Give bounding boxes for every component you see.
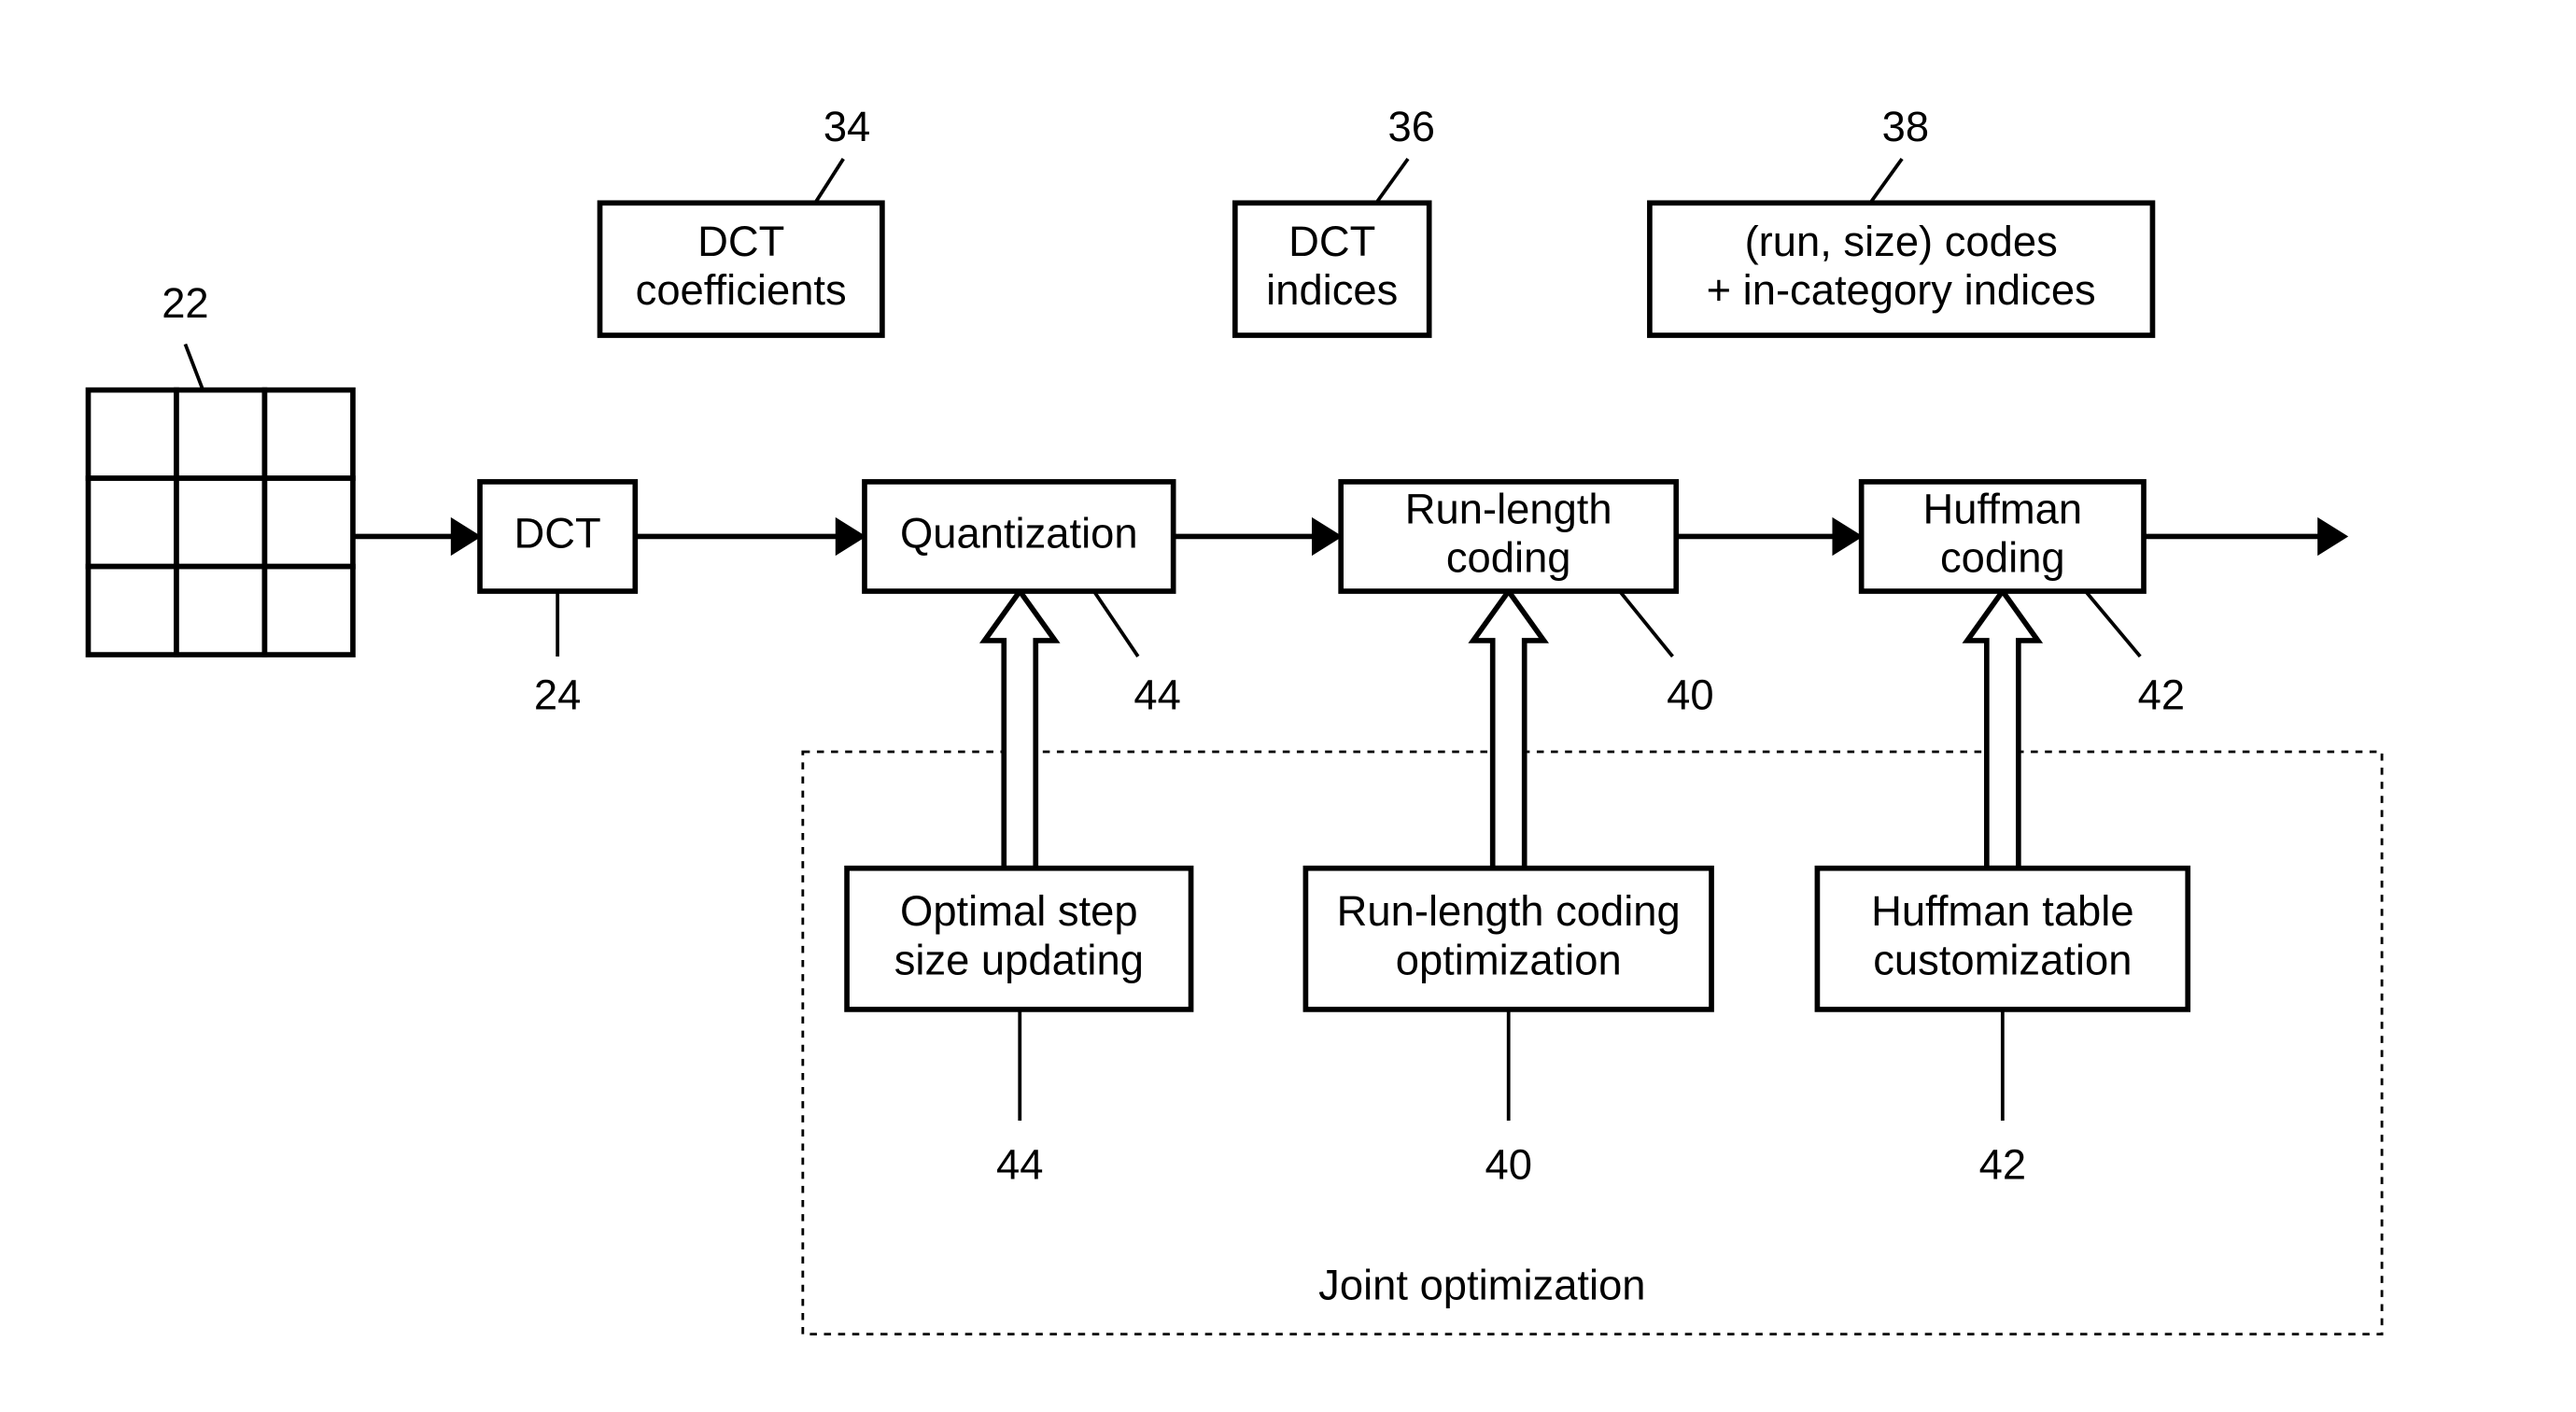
input-block-cell — [88, 567, 176, 655]
ref-number: 42 — [2138, 671, 2185, 719]
ref-number: 36 — [1388, 103, 1435, 150]
ref-number: 40 — [1485, 1140, 1531, 1188]
input-block-cell — [264, 478, 352, 566]
diagram-canvas: Joint optimization 22 DCT 24 Quantization 44 R… — [0, 0, 2576, 1412]
input-block-cell — [176, 567, 264, 655]
opt-label-opt-rlc: Run-length coding — [1337, 887, 1681, 935]
opt-label-opt-huff: Huffman table — [1871, 887, 2133, 935]
optimization-arrow — [1473, 591, 1544, 868]
stage-label-huff: Huffman — [1923, 485, 2083, 532]
ref-tick — [1376, 159, 1408, 203]
ref-number: 42 — [1979, 1140, 2026, 1188]
input-block-cell — [264, 390, 352, 478]
opt-label-opt-huff: customization — [1873, 936, 2132, 983]
datalabel-label-coef: coefficients — [636, 266, 847, 314]
flow-arrowhead — [837, 519, 865, 555]
ref-number: 22 — [162, 279, 208, 327]
flow-arrowhead — [1313, 519, 1341, 555]
joint-optimization-label: Joint optimization — [1318, 1261, 1645, 1308]
datalabel-label-coef: DCT — [697, 218, 784, 265]
flow-arrowhead — [1833, 519, 1861, 555]
optimization-arrow — [1967, 591, 2038, 868]
stage-label-huff: coding — [1940, 534, 2065, 582]
opt-label-opt-step: size updating — [894, 936, 1144, 983]
ref-tick — [815, 159, 843, 203]
ref-number: 34 — [823, 103, 870, 150]
input-block-cell — [88, 478, 176, 566]
opt-label-opt-step: Optimal step — [900, 887, 1138, 935]
stage-label-dct: DCT — [514, 509, 601, 557]
input-block-cell — [176, 478, 264, 566]
ref-tick — [1094, 591, 1138, 657]
ref-number: 44 — [1133, 671, 1180, 719]
ref-number: 38 — [1882, 103, 1929, 150]
stage-label-rlc: coding — [1446, 534, 1571, 582]
datalabel-label-idx: indices — [1266, 266, 1398, 314]
joint-optimization-group — [803, 752, 2382, 1334]
datalabel-label-codes: + in-category indices — [1707, 266, 2096, 314]
ref-tick — [1870, 159, 1902, 203]
ref-number: 24 — [534, 671, 581, 719]
flow-arrowhead — [452, 519, 480, 555]
optimization-arrow — [984, 591, 1055, 868]
datalabel-label-idx: DCT — [1288, 218, 1375, 265]
ref-number: 40 — [1667, 671, 1713, 719]
flow-arrowhead — [2318, 519, 2346, 555]
ref-tick — [1620, 591, 1673, 657]
input-block-cell — [176, 390, 264, 478]
opt-label-opt-rlc: optimization — [1396, 936, 1622, 983]
input-block-cell — [264, 567, 352, 655]
input-block-cell — [88, 390, 176, 478]
stage-label-rlc: Run-length — [1405, 485, 1612, 532]
stage-label-quant: Quantization — [900, 509, 1138, 557]
datalabel-label-codes: (run, size) codes — [1745, 218, 2058, 265]
ref-tick — [185, 344, 203, 389]
ref-number: 44 — [996, 1140, 1043, 1188]
ref-tick — [2086, 591, 2141, 657]
